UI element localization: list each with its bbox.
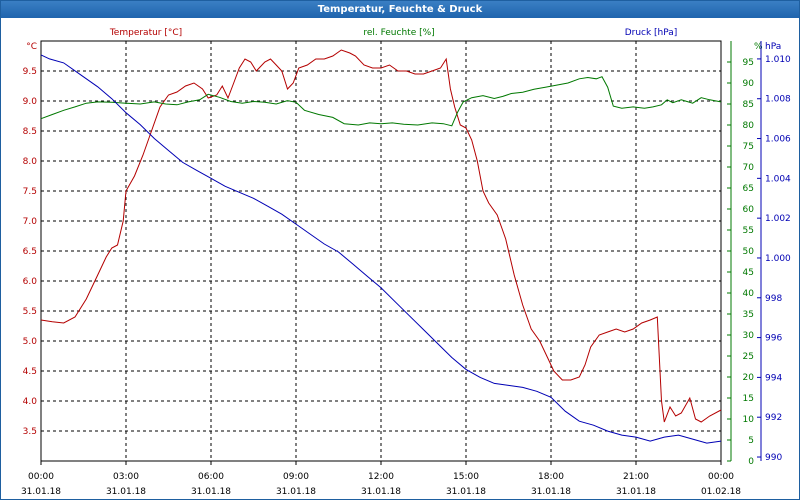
pressure-tick-label: 1.004: [765, 174, 791, 184]
x-tick-time: 18:00: [538, 472, 564, 482]
x-tick-time: 00:00: [28, 472, 54, 482]
temperature-tick-label: 9.0: [23, 97, 38, 107]
humidity-tick-label: 20: [743, 373, 755, 383]
humidity-tick-label: 40: [743, 289, 755, 299]
x-tick-time: 03:00: [113, 472, 139, 482]
humidity-tick-label: 10: [743, 415, 755, 425]
x-tick-date: 31.01.18: [361, 487, 401, 497]
x-tick-date: 31.01.18: [616, 487, 656, 497]
axes-layer: Temperatur [°C] rel. Feuchte [%] Druck […: [21, 28, 791, 497]
temperature-tick-label: 3.5: [23, 427, 37, 437]
humidity-tick-label: 80: [743, 121, 755, 131]
humidity-tick-label: 30: [743, 331, 755, 341]
pressure-tick-label: 1.010: [765, 55, 791, 65]
humidity-tick-label: 75: [743, 142, 754, 152]
x-tick-date: 31.01.18: [21, 487, 61, 497]
humidity-tick-label: 0: [748, 457, 754, 467]
pressure-tick-label: 992: [765, 413, 782, 423]
humidity-unit: %: [754, 42, 763, 52]
pressure-tick-label: 996: [765, 334, 782, 344]
x-tick-date: 31.01.18: [276, 487, 316, 497]
humidity-tick-label: 65: [743, 184, 754, 194]
pressure-unit: hPa: [765, 42, 781, 52]
pressure-tick-label: 998: [765, 294, 782, 304]
temperature-tick-label: 4.5: [23, 367, 37, 377]
pressure-tick-label: 1.006: [765, 135, 791, 145]
pressure-tick-label: 1.008: [765, 95, 791, 105]
x-tick-time: 00:00: [708, 472, 734, 482]
pressure-tick-label: 990: [765, 453, 782, 463]
x-tick-time: 06:00: [198, 472, 224, 482]
humidity-tick-label: 25: [743, 352, 754, 362]
x-tick-date: 01.02.18: [701, 487, 741, 497]
humidity-tick-label: 35: [743, 310, 754, 320]
x-tick-time: 21:00: [623, 472, 649, 482]
series-layer: [40, 49, 722, 444]
humidity-tick-label: 50: [743, 247, 755, 257]
x-tick-date: 31.01.18: [106, 487, 146, 497]
pressure-series-line: [40, 54, 722, 444]
pressure-tick-label: 1.000: [765, 254, 791, 264]
temperature-tick-label: 5.0: [23, 337, 38, 347]
pressure-tick-label: 1.002: [765, 214, 791, 224]
temperature-tick-label: 8.0: [23, 157, 38, 167]
temperature-tick-label: 8.5: [23, 127, 37, 137]
humidity-tick-label: 5: [748, 436, 754, 446]
temperature-tick-label: 4.0: [23, 397, 38, 407]
temperature-tick-label: 9.5: [23, 67, 37, 77]
humidity-tick-label: 60: [743, 205, 755, 215]
humidity-tick-label: 15: [743, 394, 754, 404]
temperature-tick-label: 7.5: [23, 187, 37, 197]
temperature-series-line: [40, 49, 722, 423]
x-tick-date: 31.01.18: [446, 487, 486, 497]
x-tick-date: 31.01.18: [531, 487, 571, 497]
humidity-tick-label: 95: [743, 58, 754, 68]
temperature-unit: °C: [26, 42, 37, 52]
humidity-axis-title: rel. Feuchte [%]: [363, 28, 434, 38]
humidity-tick-label: 70: [743, 163, 755, 173]
humidity-tick-label: 85: [743, 100, 754, 110]
window-title: Temperatur, Feuchte & Druck: [1, 1, 799, 18]
temperature-tick-label: 6.5: [23, 247, 37, 257]
temperature-tick-label: 7.0: [23, 217, 38, 227]
temperature-axis-title: Temperatur [°C]: [109, 28, 182, 38]
pressure-tick-label: 994: [765, 373, 782, 383]
x-tick-time: 15:00: [453, 472, 479, 482]
x-tick-time: 12:00: [368, 472, 394, 482]
temperature-tick-label: 6.0: [23, 277, 38, 287]
x-tick-time: 09:00: [283, 472, 309, 482]
pressure-axis-title: Druck [hPa]: [625, 28, 678, 38]
x-tick-date: 31.01.18: [191, 487, 231, 497]
humidity-series-line: [40, 76, 722, 127]
humidity-tick-label: 55: [743, 226, 754, 236]
temperature-tick-label: 5.5: [23, 307, 37, 317]
humidity-tick-label: 90: [743, 79, 755, 89]
humidity-tick-label: 45: [743, 268, 754, 278]
